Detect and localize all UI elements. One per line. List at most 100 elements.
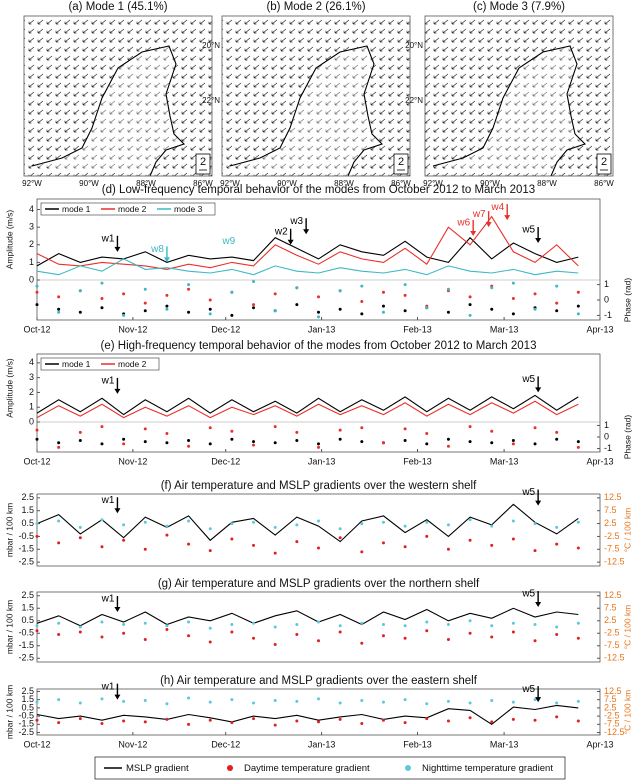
- y2-axis-label: °C / 100 km: [622, 690, 632, 735]
- data-dot: [230, 313, 234, 317]
- data-dot: [533, 639, 537, 643]
- y2-tick-label: 2.5: [604, 518, 617, 528]
- map-title: (a) Mode 1 (45.1%): [68, 1, 167, 13]
- coastline: [229, 45, 384, 177]
- data-dot: [533, 549, 537, 553]
- y-tick-label: -0.5: [18, 531, 34, 541]
- data-dot: [208, 442, 212, 446]
- data-dot: [122, 292, 126, 296]
- legend-label: mode 1: [62, 204, 91, 214]
- annotation-head: [303, 229, 310, 235]
- data-dot: [143, 638, 147, 641]
- data-dot: [468, 440, 472, 444]
- y2-axis-label: Phase (rad): [622, 278, 632, 323]
- data-dot: [295, 699, 299, 703]
- legend-swatch: [227, 765, 233, 771]
- y2-tick-label: -12.5: [604, 653, 625, 663]
- data-dot: [100, 722, 104, 725]
- vector-field: [425, 16, 613, 176]
- data-dot: [187, 620, 191, 624]
- data-dot: [187, 444, 191, 448]
- data-dot: [338, 701, 342, 705]
- data-dot: [338, 428, 342, 432]
- data-dot: [208, 640, 212, 644]
- annotation: w5: [521, 684, 535, 695]
- data-dot: [468, 716, 472, 720]
- data-dot: [230, 437, 234, 441]
- data-dot: [187, 438, 191, 442]
- data-dot: [208, 700, 212, 704]
- y2-tick-label: 7.5: [604, 694, 617, 704]
- data-dot: [273, 723, 277, 727]
- y-tick-label: 1: [29, 402, 34, 412]
- y-tick-label: 0: [29, 274, 34, 284]
- data-dot: [295, 633, 299, 636]
- data-dot: [273, 625, 277, 629]
- data-dot: [143, 427, 147, 431]
- data-dot: [425, 702, 429, 706]
- y-tick-label: 1.5: [21, 694, 34, 704]
- y-tick-label: 0.5: [21, 702, 34, 712]
- data-dot: [208, 626, 212, 630]
- data-dot: [381, 441, 385, 445]
- data-dot: [490, 699, 494, 702]
- y2-tick-label: 2.5: [604, 615, 617, 625]
- data-dot: [576, 699, 580, 703]
- data-dot: [187, 634, 191, 638]
- data-dot: [165, 432, 169, 436]
- data-dot: [338, 630, 342, 634]
- y-tick-label: 0.5: [21, 518, 34, 528]
- series-line: [36, 704, 579, 725]
- data-dot: [511, 312, 515, 316]
- data-dot: [230, 522, 234, 526]
- data-dot: [100, 518, 104, 522]
- lon-label: 88°W: [136, 179, 156, 188]
- annotation-head: [114, 388, 121, 394]
- y2-axis-label: Phase (rad): [622, 415, 632, 460]
- data-dot: [78, 289, 82, 293]
- y-tick-label: -1.5: [18, 719, 34, 729]
- y-tick-label: 0.5: [21, 615, 34, 625]
- y-axis-label: mbar / 100 km: [4, 600, 14, 654]
- data-dot: [100, 281, 104, 285]
- data-dot: [317, 519, 320, 523]
- data-dot: [360, 312, 364, 316]
- data-dot: [533, 442, 537, 446]
- data-dot: [490, 307, 494, 311]
- data-dot: [35, 437, 39, 441]
- data-dot: [252, 520, 256, 524]
- data-dot: [165, 304, 169, 308]
- data-dot: [317, 295, 320, 299]
- data-dot: [295, 430, 299, 434]
- lon-label: 88°W: [537, 179, 557, 188]
- x-tick-label: Apr-13: [586, 324, 613, 334]
- data-dot: [468, 295, 472, 299]
- data-dot: [143, 309, 147, 313]
- data-dot: [143, 520, 147, 524]
- data-dot: [490, 429, 494, 433]
- annotation: w7: [472, 209, 486, 220]
- data-dot: [338, 437, 342, 441]
- data-dot: [446, 310, 450, 314]
- data-dot: [381, 541, 385, 545]
- data-dot: [78, 701, 82, 705]
- y-tick-label: 0: [29, 416, 34, 426]
- data-dot: [403, 309, 407, 313]
- y2-tick-label: -2.5: [604, 628, 620, 638]
- annotation: w1: [101, 376, 115, 387]
- data-dot: [208, 527, 212, 531]
- annotation-head: [114, 246, 121, 252]
- y-tick-label: -1.5: [18, 640, 34, 650]
- annotation: w1: [101, 233, 115, 244]
- data-dot: [576, 719, 580, 723]
- data-dot: [208, 549, 212, 553]
- panel-title: (e) High-frequency temporal behavior of …: [101, 340, 537, 352]
- panel-title: (d) Low-frequency temporal behavior of t…: [102, 184, 535, 196]
- data-dot: [100, 306, 104, 310]
- data-dot: [468, 619, 472, 623]
- data-dot: [57, 698, 61, 702]
- data-dot: [511, 438, 515, 442]
- x-tick-label: Nov-12: [118, 739, 147, 749]
- data-dot: [360, 440, 364, 444]
- data-dot: [576, 290, 580, 294]
